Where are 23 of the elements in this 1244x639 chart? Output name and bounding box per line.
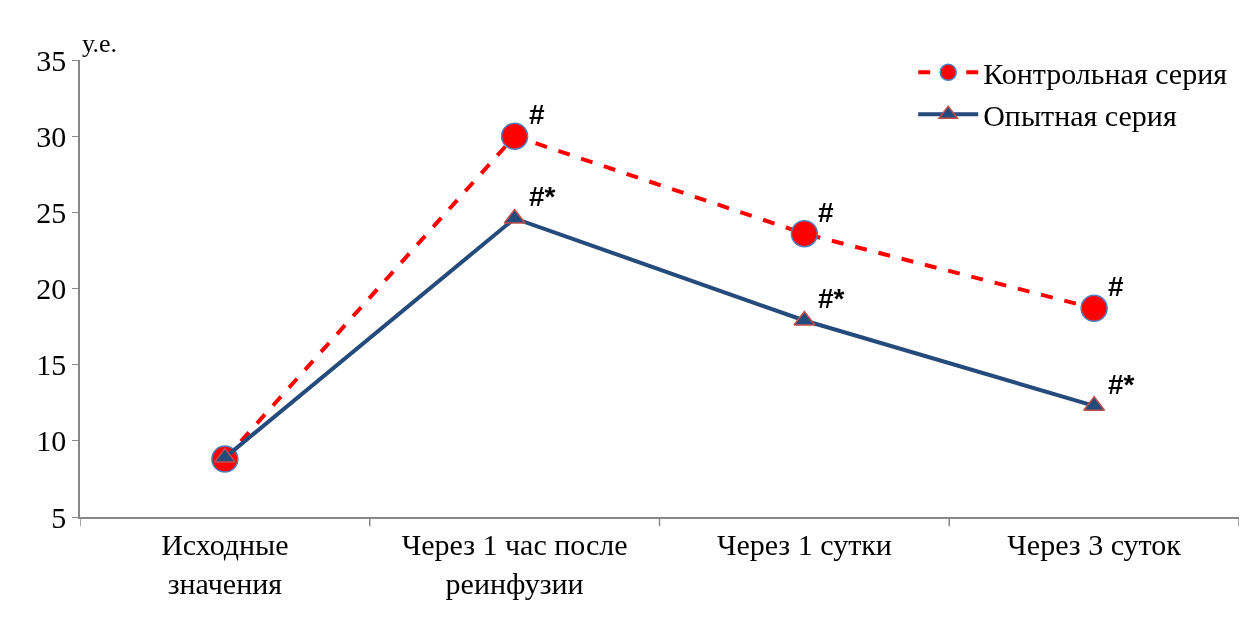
annotation: #	[1108, 271, 1124, 302]
annotation: #	[529, 99, 545, 130]
x-tick-label: Исходные значения	[161, 527, 289, 600]
legend-label: Опытная серия	[983, 98, 1177, 132]
annotation: #*	[529, 181, 556, 212]
y-tick-label: 10	[36, 424, 67, 458]
y-tick-label: 15	[36, 348, 67, 382]
annotation: #*	[818, 283, 845, 314]
y-tick-label: 20	[36, 272, 67, 305]
y-tick-label: 30	[36, 119, 67, 153]
annotation: #*	[1108, 369, 1135, 400]
y-axis-title: у.е.	[82, 29, 117, 58]
y-tick-label: 25	[36, 195, 67, 229]
y-tick-label: 5	[51, 500, 67, 534]
point	[500, 122, 529, 150]
x-tick-label: Через 3 суток	[1007, 527, 1182, 561]
x-tick-label: Через 1 сутки	[716, 527, 892, 561]
legend-label: Контрольная серия	[983, 56, 1228, 90]
annotation: #	[818, 197, 834, 228]
point	[790, 219, 819, 248]
x-tick-label: Через 1 час после реинфузии	[401, 527, 628, 600]
point	[1080, 294, 1108, 323]
y-tick-label: 35	[36, 43, 67, 77]
